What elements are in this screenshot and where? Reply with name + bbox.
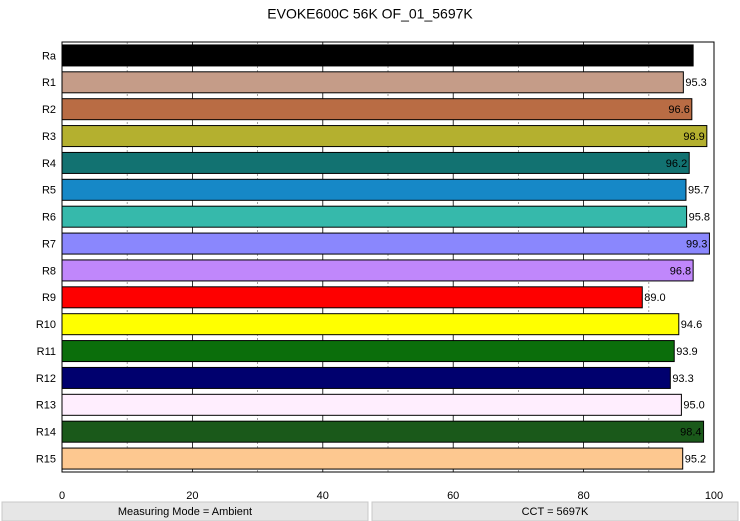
y-tick-label: R2 [42, 104, 56, 116]
y-tick-label: R3 [42, 131, 56, 143]
value-label: 99.3 [686, 238, 707, 250]
y-tick-label: R11 [37, 346, 56, 358]
x-tick-label: 0 [59, 490, 65, 502]
value-label: 95.7 [688, 185, 709, 197]
y-tick-label: R12 [36, 373, 56, 385]
value-label: 89.0 [644, 292, 665, 304]
y-tick-label: R6 [42, 212, 56, 224]
value-label: 98.4 [680, 427, 701, 439]
y-tick-label: Ra [42, 50, 57, 62]
value-label: 95.0 [683, 400, 704, 412]
y-tick-label: R8 [42, 265, 56, 277]
chart-title: EVOKE600C 56K OF_01_5697K [267, 6, 473, 22]
bar [61, 125, 708, 148]
value-label: 93.3 [672, 373, 693, 385]
footer-text: CCT = 5697K [522, 506, 589, 518]
y-tick-label: R13 [36, 400, 56, 412]
value-label: 95.3 [685, 77, 706, 89]
footer-box [1, 501, 369, 521]
bar [61, 313, 680, 336]
bar [61, 205, 688, 228]
y-tick-label: R4 [42, 158, 56, 170]
y-tick-label: R10 [36, 319, 56, 331]
bar [61, 393, 682, 416]
x-tick-label: 80 [577, 490, 589, 502]
bar [61, 98, 693, 121]
bar [61, 232, 710, 255]
x-tick-label: 100 [705, 490, 723, 502]
bar [61, 259, 694, 282]
bar [61, 447, 684, 470]
footer-text: Measuring Mode = Ambient [118, 506, 252, 518]
x-tick-label: 60 [447, 490, 459, 502]
value-label: 96.8 [670, 265, 691, 277]
bar [61, 71, 684, 94]
x-tick-label: 20 [186, 490, 198, 502]
value-label: 94.6 [681, 319, 702, 331]
x-tick-label: 40 [317, 490, 329, 502]
bar [61, 286, 643, 309]
y-tick-label: R15 [36, 453, 56, 465]
bar [61, 151, 690, 174]
y-tick-label: R9 [42, 292, 56, 304]
y-tick-label: R14 [36, 427, 56, 439]
value-label: 98.9 [683, 131, 704, 143]
footer-box [371, 501, 739, 521]
value-label: 96.8 [670, 50, 691, 62]
bar [61, 178, 687, 201]
bar [61, 366, 671, 389]
y-tick-label: R5 [42, 185, 56, 197]
plot-border [61, 41, 715, 473]
bar [61, 340, 675, 363]
value-label: 96.6 [668, 104, 689, 116]
value-label: 95.2 [685, 453, 706, 465]
value-label: 93.9 [676, 346, 697, 358]
y-tick-label: R1 [42, 77, 56, 89]
bar [61, 420, 705, 443]
bar [61, 44, 694, 67]
value-label: 96.2 [666, 158, 687, 170]
value-label: 95.8 [689, 212, 710, 224]
y-tick-label: R7 [42, 238, 56, 250]
